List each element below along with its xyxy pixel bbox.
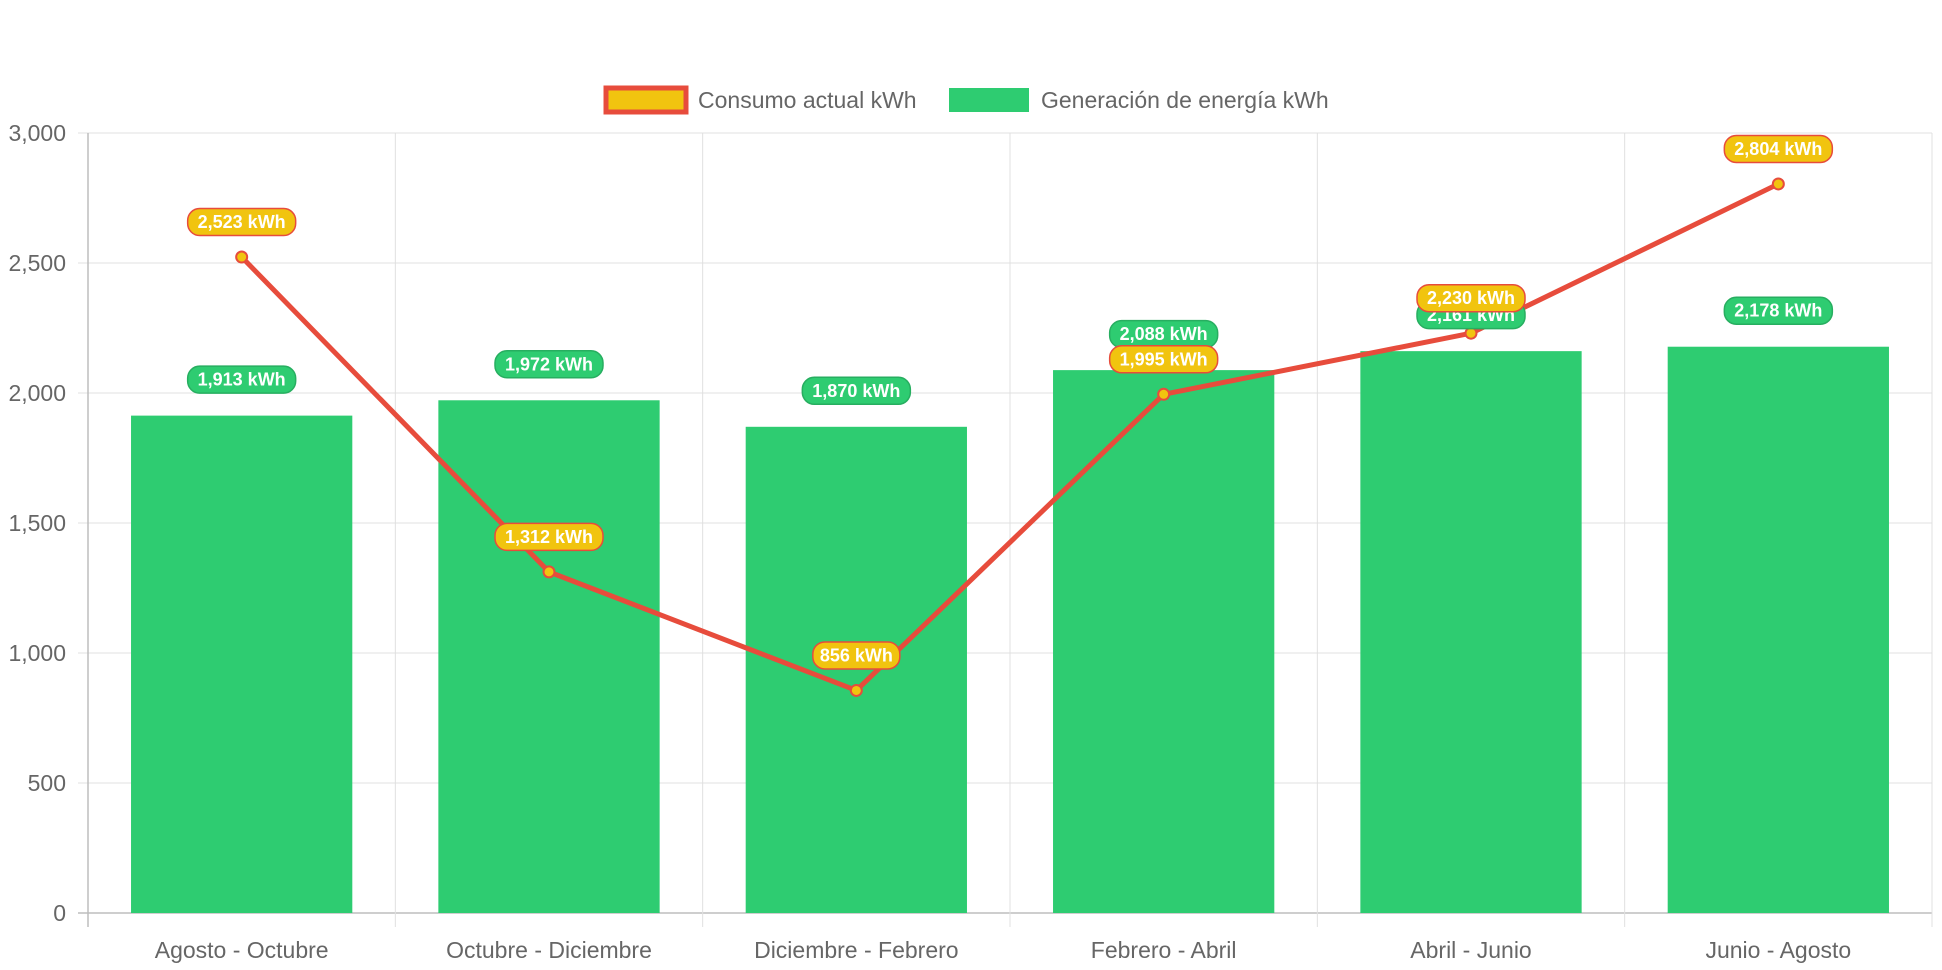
consumption-data-label: 2,230 kWh [1427,288,1515,308]
consumption-data-label-bg [494,522,604,552]
generation-data-label-bg [494,350,604,379]
consumption-data-label: 2,523 kWh [198,212,286,232]
generation-bar [1053,370,1275,913]
generation-bar [1360,351,1582,913]
generation-bar [745,426,967,913]
y-tick-label: 500 [28,770,66,796]
generation-data-label: 1,913 kWh [198,370,286,390]
consumption-point [235,250,249,264]
y-tick-label: 0 [53,900,66,926]
generation-data-label-bg [1723,296,1834,325]
y-tick-label: 3,000 [8,120,66,146]
legend-swatch-generation [949,88,1029,112]
generation-data-label: 2,178 kWh [1734,301,1822,321]
generation-data-label: 1,972 kWh [505,354,593,374]
x-tick-label: Octubre - Diciembre [446,937,652,963]
consumption-data-label-bg [186,207,297,237]
generation-data-label: 2,088 kWh [1120,324,1208,344]
legend-label-consumption: Consumo actual kWh [698,87,917,113]
generation-data-label-bg [186,365,297,394]
y-tick-label: 1,000 [8,640,66,666]
x-tick-label: Junio - Agosto [1705,937,1851,963]
y-tick-label: 1,500 [8,510,66,536]
y-tick-label: 2,000 [8,380,66,406]
generation-data-label-bg [801,376,912,406]
y-tick-label: 2,500 [8,250,66,276]
consumption-point [1157,387,1171,401]
generation-bar [1667,346,1889,914]
x-tick-label: Diciembre - Febrero [754,937,959,963]
generation-bar [438,400,660,913]
generation-data-label: 1,870 kWh [812,381,900,401]
x-tick-label: Febrero - Abril [1091,937,1237,963]
consumption-data-label: 856 kWh [820,645,893,665]
consumption-data-label-bg [812,641,901,670]
consumption-point [542,565,556,579]
legend-label-generation: Generación de energía kWh [1041,87,1329,113]
x-tick-label: Abril - Junio [1410,937,1531,963]
consumption-point [849,683,863,697]
consumption-data-label-bg [1723,134,1834,164]
generation-bar [131,415,353,913]
consumption-data-label: 2,804 kWh [1734,139,1822,159]
consumption-data-label-bg [1416,283,1526,313]
consumption-point [1771,177,1785,191]
legend-swatch-consumption [603,85,689,115]
consumption-data-label-bg [1108,345,1219,374]
consumption-data-label: 1,995 kWh [1120,349,1208,369]
x-tick-label: Agosto - Octubre [155,937,329,963]
consumption-data-label: 1,312 kWh [505,527,593,547]
